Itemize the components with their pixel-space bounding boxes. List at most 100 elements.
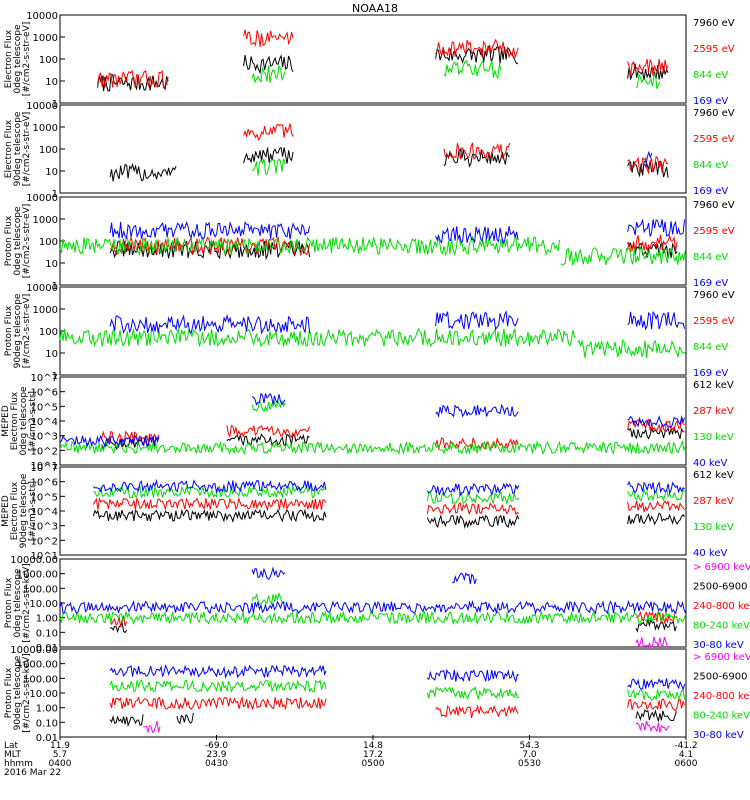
y-axis-label: [#/cm2-s-str-eV]	[22, 204, 32, 279]
x-tick-label: 5.7	[53, 750, 67, 760]
x-tick-label: 4.1	[679, 750, 693, 760]
y-tick-label: 10^6	[31, 478, 58, 489]
figure-title: NOAA18	[352, 2, 398, 15]
y-tick-label: 1	[52, 371, 58, 382]
legend-entry: 40 keV	[693, 548, 727, 559]
legend-entry: 169 eV	[693, 368, 728, 379]
y-tick-label: 0.10	[36, 718, 58, 729]
legend-entry: 2595 eV	[693, 134, 735, 145]
y-tick-label: 100	[39, 55, 58, 66]
y-tick-label: 10^6	[31, 388, 58, 399]
y-tick-label: 10^3	[31, 522, 58, 533]
y-tick-label: 10^4	[31, 417, 58, 428]
panel-7: 0.01 0.10 1.00 10.00 100.00 1000.00 10000.00 Pr…	[4, 555, 750, 654]
y-axis-label: [#/cm2-s-str-eV]	[22, 294, 32, 369]
y-axis-label: Electron Flux	[10, 391, 20, 450]
panel-frame	[59, 466, 687, 556]
x-tick-label: 23.9	[206, 750, 226, 760]
y-axis-label: 0deg telescope	[13, 568, 23, 638]
legend-entry: 612 keV	[693, 470, 734, 481]
y-tick-label: 100	[39, 145, 58, 156]
y-tick-label: 10000.00	[10, 555, 58, 566]
legend-entry: 612 keV	[693, 380, 734, 391]
y-tick-label: 0.10	[36, 628, 58, 639]
panel-frame	[59, 376, 687, 466]
y-axis-label: [#/cm2-s-str-keV]	[22, 653, 32, 732]
y-tick-label: 10^3	[31, 432, 58, 443]
legend-entry: 169 eV	[693, 96, 728, 107]
y-tick-label: 1	[52, 99, 58, 110]
y-axis-label: MEPED	[1, 405, 11, 437]
series-line	[92, 496, 685, 516]
legend-entry: > 6900 keV	[693, 562, 750, 573]
series-line	[143, 720, 670, 734]
y-tick-label: 1	[52, 281, 58, 292]
y-tick-label: 1000	[33, 33, 58, 44]
x-row-label: MLT	[4, 750, 22, 760]
y-tick-label: 10^1	[31, 461, 58, 472]
y-tick-label: 10^5	[31, 492, 58, 503]
series-line	[109, 695, 686, 719]
y-tick-label: 10000	[26, 283, 58, 294]
x-tick-label: 17.2	[363, 750, 383, 760]
series-line	[251, 59, 661, 90]
legend-entry: 30-80 keV	[693, 640, 744, 651]
legend-entry: 7960 eV	[693, 290, 735, 301]
legend-entry: 2595 eV	[693, 226, 735, 237]
y-tick-label: 10	[45, 167, 58, 178]
y-tick-label: 1	[52, 189, 58, 200]
legend-entry: 7960 eV	[693, 200, 735, 211]
y-axis-label: Proton Flux	[4, 305, 14, 356]
panel-2: 1 10 100 1000 10000 Electron Flux 90deg telesc…	[4, 101, 735, 200]
x-tick-label: 11.9	[50, 741, 70, 751]
y-axis-label: [#/cm2-s-str]	[28, 481, 38, 541]
x-row-label: hhmm	[4, 759, 33, 769]
y-axis-label: Proton Flux	[4, 667, 14, 718]
y-tick-label: 10000	[26, 101, 58, 112]
x-tick-label: 7.0	[522, 750, 537, 760]
legend-entry: 130 keV	[693, 522, 734, 533]
y-tick-label: 100	[39, 327, 58, 338]
legend-entry: 240-800 keV	[693, 691, 750, 702]
series-line	[109, 146, 669, 182]
panel-5: 10^1 10^2 10^3 10^4 10^5 10^6 10^7 MEPED Electro…	[1, 373, 734, 472]
legend-entry: 844 eV	[693, 342, 728, 353]
legend-entry: 80-240 keV	[693, 621, 750, 632]
y-tick-label: 10000	[26, 11, 58, 22]
series-line	[101, 418, 685, 451]
y-axis-label: 90deg telescope	[19, 473, 29, 548]
y-axis-label: Proton Flux	[4, 215, 14, 266]
series-line	[243, 123, 669, 175]
legend-entry: 169 eV	[693, 186, 728, 197]
x-tick-label: 14.8	[363, 741, 383, 751]
series-line	[109, 709, 677, 728]
legend-entry: 287 keV	[693, 406, 734, 417]
series-line	[109, 218, 686, 245]
x-tick-label: 0530	[518, 759, 541, 769]
legend-entry: 80-240 keV	[693, 711, 750, 722]
y-axis-label: Electron Flux	[4, 119, 14, 178]
y-axis-label: [#/cm2-s-str]	[28, 391, 38, 451]
legend-entry: 2500-6900	[693, 582, 748, 593]
y-tick-label: 10000	[26, 193, 58, 204]
series-line	[59, 327, 686, 359]
panel-frame	[59, 648, 687, 738]
x-row-label: Lat	[4, 741, 19, 751]
series-line	[59, 392, 686, 449]
y-tick-label: 100.00	[23, 674, 58, 685]
y-tick-label: 10^2	[31, 536, 58, 547]
legend-entry: > 6900 keV	[693, 652, 750, 663]
y-tick-label: 1000.00	[17, 660, 58, 671]
legend-entry: 844 eV	[693, 252, 728, 263]
panel-frame	[59, 558, 687, 648]
panel-4: 1 10 100 1000 10000 Proton Flux 90deg telescop…	[4, 283, 735, 382]
y-axis-label: 90deg telescope	[13, 655, 23, 730]
y-tick-label: 10^1	[31, 551, 58, 562]
y-tick-label: 10.00	[29, 599, 58, 610]
legend-entry: 844 eV	[693, 160, 728, 171]
panel-8: 0.01 0.10 1.00 10.00 100.00 1000.00 10000.00 Pr…	[4, 645, 750, 744]
series-line	[110, 234, 678, 256]
panel-3: 1 10 100 1000 10000 Proton Flux 0deg telescope…	[4, 193, 735, 292]
panel-frame	[59, 104, 687, 194]
